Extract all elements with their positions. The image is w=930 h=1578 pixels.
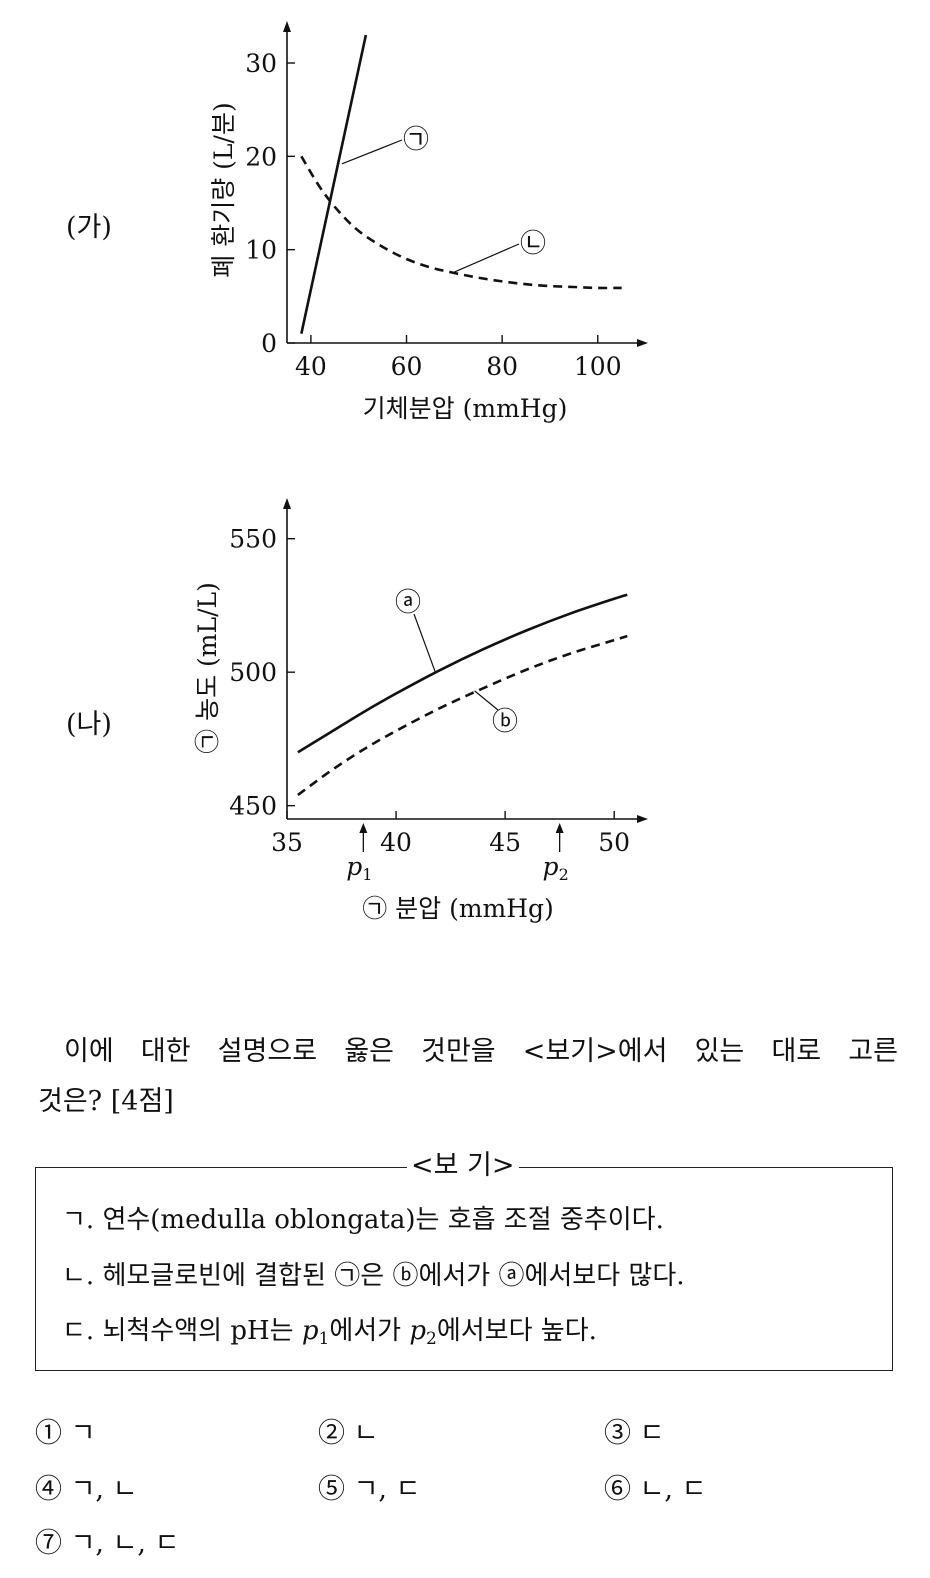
choice-6[interactable]: ⑥ ㄴ, ㄷ [604, 1474, 707, 1505]
annotation-leader-1 [341, 139, 403, 165]
marker-arrow-head-1 [359, 823, 368, 833]
annotation-label-2: ㉡ [520, 229, 546, 259]
x-tick-label: 35 [271, 828, 303, 857]
y-axis-arrow [283, 498, 291, 509]
bogi-item-c-p1: p [301, 1316, 319, 1346]
y-tick-label: 0 [261, 329, 277, 358]
bogi-item-c: ㄷ. 뇌척수액의 pH는 p1에서가 p2에서보다 높다. [62, 1313, 597, 1357]
x-tick-label: 40 [295, 352, 327, 381]
marker-label-1: p1 [346, 852, 372, 884]
x-tick-label: 80 [486, 352, 518, 381]
bogi-item-c-prefix: ㄷ. 뇌척수액의 pH는 [62, 1316, 302, 1346]
choice-2[interactable]: ② ㄴ [318, 1418, 379, 1449]
bogi-item-b: ㄴ. 헤모글로빈에 결합된 ㉠은 ⓑ에서가 ⓐ에서보다 많다. [62, 1261, 685, 1291]
x-tick-label: 60 [391, 352, 423, 381]
question-text: 이에 대한 설명으로 옳은 것만을 <보기>에서 있는 대로 고른 것은? [4… [38, 1027, 898, 1127]
x-tick-label: 50 [598, 828, 630, 857]
bogi-item-c-suffix: 에서보다 높다. [436, 1316, 597, 1346]
series-line-1 [300, 34, 368, 334]
question-line-1: 이에 대한 설명으로 옳은 것만을 <보기>에서 있는 대로 고른 [64, 1036, 898, 1067]
annotation-label-1: ⓐ [395, 588, 421, 618]
y-tick-label: 550 [229, 525, 277, 554]
annotation-label-1: ㉠ [403, 125, 429, 155]
bogi-item-a: ㄱ. 연수(medulla oblongata)는 호흡 조절 중추이다. [62, 1205, 664, 1235]
y-axis-label: ㉠ 농도 (mL/L) [193, 582, 222, 754]
y-tick-label: 10 [245, 236, 277, 265]
series-line-2 [297, 634, 628, 797]
y-tick-label: 450 [229, 792, 277, 821]
y-tick-label: 30 [245, 49, 277, 78]
x-tick-label: 45 [489, 828, 521, 857]
x-axis-arrow [637, 815, 648, 823]
annotation-label-2: ⓑ [492, 707, 518, 737]
question-line-2: 것은? [4점] [38, 1086, 174, 1117]
choice-4[interactable]: ④ ㄱ, ㄴ [35, 1474, 138, 1505]
bogi-item-c-p2-sub: 2 [426, 1329, 437, 1349]
panel-label-ga: (가) [66, 212, 112, 243]
annotation-leader-1 [413, 613, 436, 673]
marker-arrow-head-2 [555, 823, 564, 833]
series-line-1 [297, 593, 628, 754]
bogi-item-c-p1-sub: 1 [318, 1329, 330, 1349]
x-axis-label: ㉠ 분압 (mmHg) [362, 894, 554, 923]
bogi-item-c-mid: 에서가 [329, 1316, 410, 1346]
bogi-item-c-p2: p [409, 1316, 426, 1346]
chart-concentration: 35 40 45 50 450 500 550 ⓐ ⓑ p1 p2 ㉠ 분압 (mmHg) ㉠ … [193, 498, 648, 923]
x-axis-arrow [637, 339, 648, 347]
y-tick-label: 500 [229, 658, 277, 687]
annotation-leader-2 [474, 690, 499, 711]
marker-label-2: p2 [543, 852, 569, 884]
panel-label-na: (나) [66, 709, 112, 740]
series-line-2 [300, 155, 622, 290]
x-tick-label: 100 [574, 352, 622, 381]
x-tick-label: 40 [380, 828, 412, 857]
choice-3[interactable]: ③ ㄷ [604, 1418, 665, 1449]
choice-7[interactable]: ⑦ ㄱ, ㄴ, ㄷ [35, 1528, 180, 1559]
choice-5[interactable]: ⑤ ㄱ, ㄷ [318, 1474, 421, 1505]
choice-1[interactable]: ① ㄱ [35, 1418, 96, 1449]
y-axis-label: 폐 환기량 (L/분) [209, 102, 238, 277]
y-tick-label: 20 [245, 142, 277, 171]
y-axis-arrow [283, 21, 291, 32]
annotation-leader-2 [454, 243, 520, 273]
x-axis-label: 기체분압 (mmHg) [363, 394, 568, 423]
bogi-title: <보 기> [407, 1151, 519, 1181]
chart-ventilation: 40 60 80 100 0 10 20 30 ㉠㉡ 기체분압 (mmHg) 폐 환기량 (L… [209, 21, 648, 423]
